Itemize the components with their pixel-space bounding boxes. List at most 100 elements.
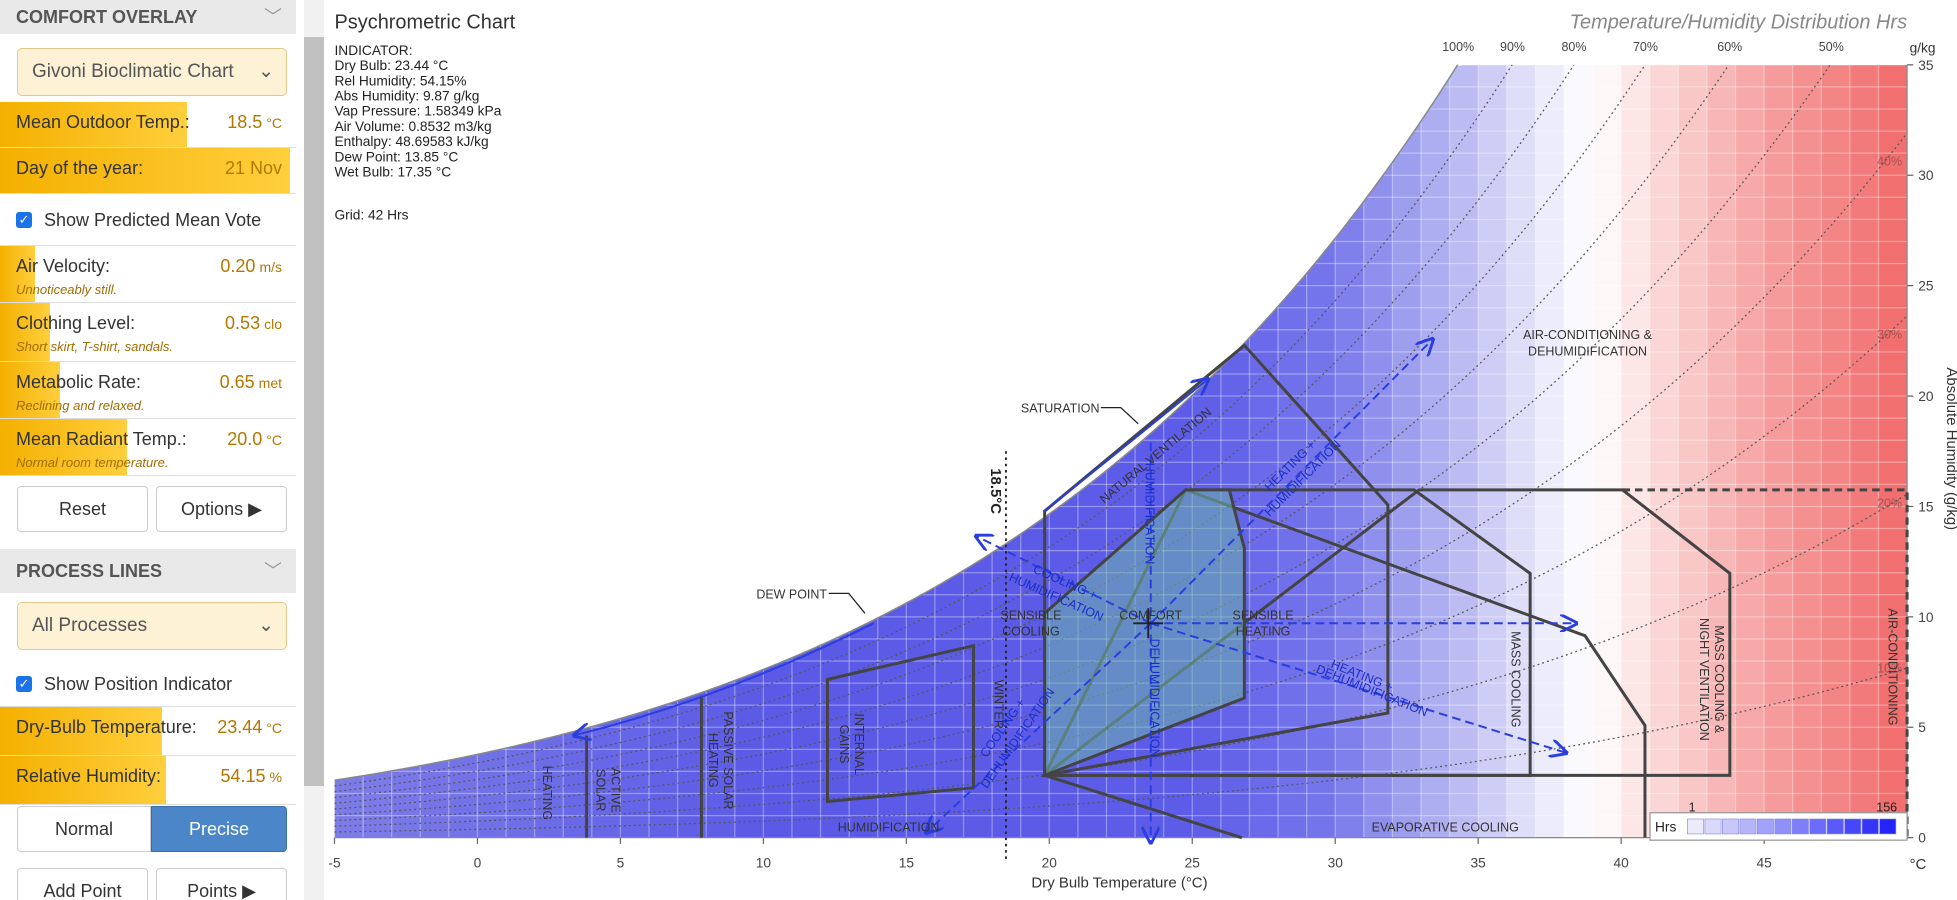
scrollbar-thumb[interactable] (304, 37, 324, 786)
rh-label: 30% (1877, 328, 1902, 342)
section-header[interactable]: COMFORT OVERLAY ﹀ (0, 0, 296, 34)
legend-swatch (1704, 818, 1722, 835)
zone-label: AIR-CONDITIONING (1885, 608, 1899, 725)
chevron: ⌄ (258, 61, 274, 82)
section-header[interactable]: PROCESS LINES ﹀ (0, 549, 296, 593)
band (1192, 64, 1222, 838)
slider[interactable]: Relative Humidity: 54.15% (0, 756, 296, 805)
legend-min: 1 (1689, 801, 1696, 815)
rh-curve (334, 493, 1908, 827)
reset-button[interactable]: Reset (17, 486, 148, 532)
sidebar: COMFORT OVERLAY ﹀ Givoni Bioclimatic Char… (0, 0, 296, 900)
slider-value-box: 0.53 clo (225, 313, 282, 334)
zone-label: SENSIBLE (1000, 609, 1061, 623)
band (791, 64, 822, 838)
ac-zone (1622, 488, 1909, 838)
indicator-line: Vap Pressure: 1.58349 kPa (334, 104, 501, 119)
process-select[interactable]: All Processes ⌄ (17, 602, 287, 650)
x-tick-label: 5 (617, 856, 625, 871)
rh-label: 60% (1717, 40, 1742, 54)
legend-swatch (1739, 818, 1757, 835)
zones (585, 343, 1909, 861)
checkbox-row[interactable]: ✓ Show Predicted Mean Vote (0, 194, 296, 246)
zone-label: MASS COOLING & (1712, 625, 1726, 734)
slider-note: Unnoticeably still. (16, 282, 118, 297)
slider-label: Relative Humidity: (16, 766, 162, 786)
process-arrow (926, 622, 1152, 832)
band (563, 64, 593, 838)
band (363, 64, 393, 838)
y-tick-label: 0 (1918, 831, 1926, 846)
band (1421, 64, 1451, 838)
slider[interactable]: Day of the year: 21 Nov (0, 148, 296, 194)
band (448, 64, 479, 838)
band (1249, 64, 1279, 838)
slider-label: Mean Radiant Temp.: (16, 429, 187, 449)
header-text: PROCESS LINES (16, 561, 163, 581)
process-arrow (976, 536, 1152, 625)
band (591, 64, 622, 838)
slider[interactable]: Air Velocity: 0.20 m/s Unnoticeably still. (0, 246, 296, 303)
header-text: COMFORT OVERLAY (16, 7, 198, 27)
zone-label: MASS COOLING (1508, 631, 1522, 727)
chart-select[interactable]: Givoni Bioclimatic Chart ⌄ (17, 48, 287, 96)
zone-label: ACTIVE (609, 768, 623, 813)
rh-label: 100% (1442, 40, 1474, 54)
x-tick-label: 40 (1614, 856, 1630, 871)
callouts (828, 406, 1139, 614)
checkbox[interactable]: ✓ (16, 676, 32, 692)
slider[interactable]: Dry-Bulb Temperature: 23.44 °C (0, 707, 296, 756)
checkbox-row[interactable]: ✓ Show Position Indicator (0, 661, 296, 707)
process-arrow (1150, 622, 1567, 753)
slider-value-box: 54.15% (221, 766, 283, 787)
legend-swatch (1809, 818, 1827, 835)
x-tick-label: 35 (1471, 856, 1487, 871)
points-button[interactable]: Points ▶ (156, 868, 287, 900)
psychrometric-chart: 100% 90% 80% 70% 60% 50%40%30%20%10%-5 0 5 10 15 2… (328, 12, 1957, 892)
band (963, 64, 993, 838)
zone-label: HEATING (1236, 625, 1291, 639)
select-text: All Processes (32, 615, 148, 636)
slider[interactable]: Mean Radiant Temp.: 20.0 °C Normal room tem… (0, 419, 296, 476)
slider[interactable]: Metabolic Rate: 0.65 met Reclining and rela… (0, 362, 296, 419)
band (1649, 64, 1679, 838)
rh-label: 70% (1633, 40, 1658, 54)
legend-title: Hrs (1655, 819, 1676, 834)
zone-label: SOLAR (594, 769, 608, 811)
add-point-button[interactable]: Add Point (17, 868, 148, 900)
zone-label: HUMIDIFICATION (1143, 463, 1157, 565)
band (534, 64, 564, 838)
options-button[interactable]: Options ▶ (156, 486, 287, 532)
checkbox-label: Show Predicted Mean Vote (44, 210, 262, 230)
band (820, 64, 850, 838)
legend: Hrs 1 156 (1649, 801, 1908, 841)
toggle-normal[interactable]: Normal (17, 806, 151, 852)
slider-value-box: 20.0 °C (227, 429, 282, 450)
zone-label: INTERNAL (852, 713, 866, 775)
zone-label: PASSIVE SOLAR (721, 711, 735, 809)
zone-label: WINTER (992, 680, 1006, 729)
slider-value: 0.20 (220, 256, 256, 276)
toggle-precise[interactable]: Precise (151, 806, 287, 852)
band (934, 64, 965, 838)
checkbox-label: Show Position Indicator (44, 674, 233, 694)
checkbox[interactable]: ✓ (16, 212, 32, 228)
process-arrow (574, 622, 875, 735)
indicator-line: Abs Humidity: 9.87 g/kg (334, 88, 479, 103)
band (734, 64, 764, 838)
comfort-zone (1043, 488, 1246, 778)
zone-label: COOLING (1002, 625, 1060, 639)
slider-fill (0, 362, 60, 418)
band (1764, 64, 1794, 838)
slider[interactable]: Mean Outdoor Temp.: 18.5 °C (0, 102, 296, 148)
band (1392, 64, 1422, 838)
x-tick-label: 45 (1756, 856, 1772, 871)
process-arrow (1150, 339, 1433, 624)
slider[interactable]: Clothing Level: 0.53 clo Short skirt, T-shi… (0, 303, 296, 362)
slider-fill (0, 707, 162, 755)
slider-value: 18.5 (227, 112, 263, 132)
zone-label: GAINS (837, 725, 851, 764)
slider-value: 21 Nov (224, 158, 282, 178)
band (1678, 64, 1708, 838)
slider-unit: °C (266, 115, 282, 131)
